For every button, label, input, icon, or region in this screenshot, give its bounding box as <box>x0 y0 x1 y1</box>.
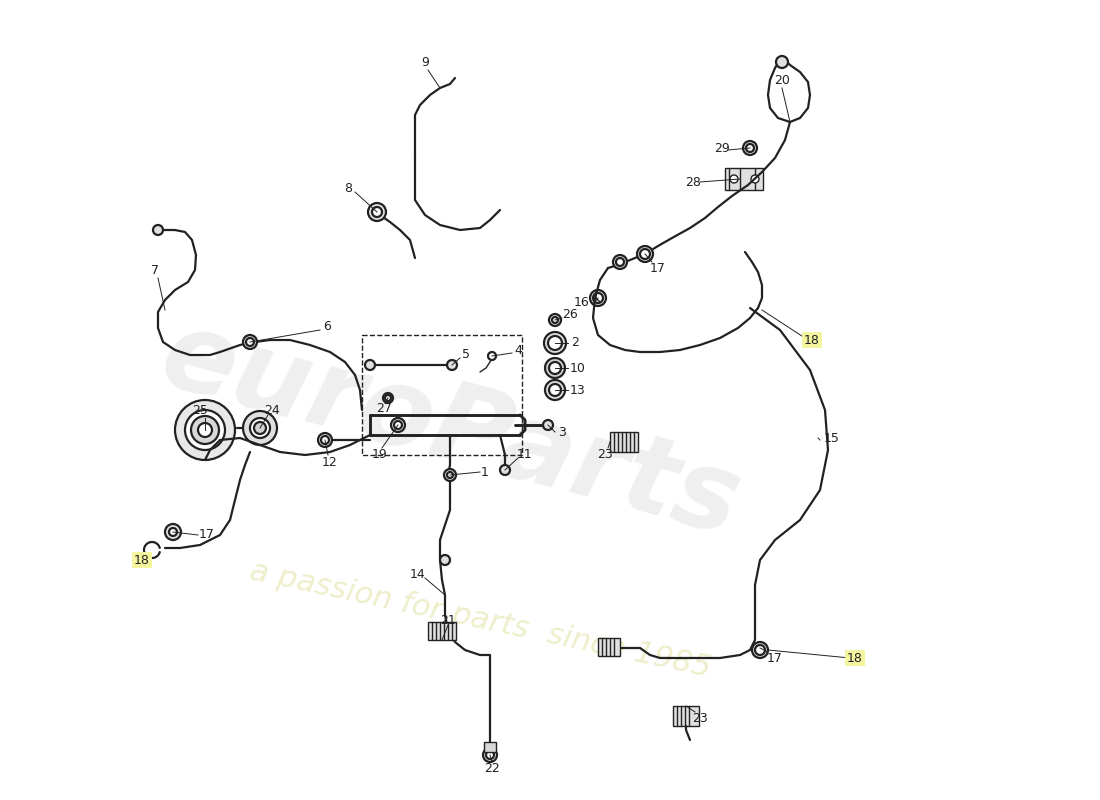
Circle shape <box>318 433 332 447</box>
Text: 20: 20 <box>774 74 790 86</box>
Circle shape <box>548 336 562 350</box>
Text: 16: 16 <box>574 295 590 309</box>
Text: 17: 17 <box>199 529 214 542</box>
Circle shape <box>383 393 393 403</box>
Circle shape <box>447 472 453 478</box>
Bar <box>484 742 496 752</box>
Bar <box>725 168 763 190</box>
Circle shape <box>483 748 497 762</box>
Circle shape <box>440 555 450 565</box>
Text: 23: 23 <box>597 449 613 462</box>
Circle shape <box>394 421 402 429</box>
Circle shape <box>321 436 329 444</box>
Text: a passion for parts  since 1985: a passion for parts since 1985 <box>246 557 713 683</box>
Circle shape <box>543 420 553 430</box>
Circle shape <box>549 362 561 374</box>
Circle shape <box>169 528 177 536</box>
Text: 2: 2 <box>571 337 579 350</box>
Circle shape <box>742 141 757 155</box>
Circle shape <box>175 400 235 460</box>
Bar <box>362 335 522 455</box>
Bar <box>598 638 620 656</box>
Circle shape <box>246 338 254 346</box>
Text: 15: 15 <box>824 431 840 445</box>
Circle shape <box>544 380 565 400</box>
Circle shape <box>444 469 456 481</box>
Circle shape <box>755 645 764 655</box>
Circle shape <box>447 360 456 370</box>
Text: 7: 7 <box>151 263 160 277</box>
Circle shape <box>368 203 386 221</box>
Circle shape <box>185 410 226 450</box>
Circle shape <box>730 175 738 183</box>
Text: 17: 17 <box>650 262 666 274</box>
Text: 28: 28 <box>685 175 701 189</box>
Circle shape <box>640 249 650 259</box>
Circle shape <box>746 144 754 152</box>
Circle shape <box>385 395 390 401</box>
Circle shape <box>776 56 788 68</box>
Text: 17: 17 <box>767 651 783 665</box>
Text: 27: 27 <box>376 402 392 414</box>
Text: 29: 29 <box>714 142 730 154</box>
Text: 9: 9 <box>421 55 429 69</box>
Circle shape <box>616 258 624 266</box>
Text: 11: 11 <box>517 449 532 462</box>
Text: 19: 19 <box>372 449 388 462</box>
Circle shape <box>250 418 270 438</box>
Circle shape <box>637 246 653 262</box>
Circle shape <box>198 423 212 437</box>
Circle shape <box>752 642 768 658</box>
Circle shape <box>593 293 603 303</box>
Circle shape <box>590 290 606 306</box>
Text: 10: 10 <box>570 362 586 374</box>
Text: 22: 22 <box>484 762 499 774</box>
Text: 18: 18 <box>847 651 862 665</box>
Text: 21: 21 <box>440 614 455 626</box>
Text: 1: 1 <box>481 466 488 478</box>
Text: 25: 25 <box>192 403 208 417</box>
Text: euroParts: euroParts <box>150 302 750 558</box>
Circle shape <box>191 416 219 444</box>
Circle shape <box>372 207 382 217</box>
Text: 23: 23 <box>692 711 708 725</box>
Text: 14: 14 <box>410 569 426 582</box>
Circle shape <box>549 384 561 396</box>
Circle shape <box>544 358 565 378</box>
Circle shape <box>549 314 561 326</box>
Circle shape <box>153 225 163 235</box>
Circle shape <box>390 418 405 432</box>
Circle shape <box>243 335 257 349</box>
Circle shape <box>365 360 375 370</box>
Circle shape <box>544 332 566 354</box>
Text: 26: 26 <box>562 309 578 322</box>
Text: 3: 3 <box>558 426 565 438</box>
Text: 6: 6 <box>323 321 331 334</box>
Circle shape <box>486 751 494 759</box>
Circle shape <box>165 524 182 540</box>
Circle shape <box>500 465 510 475</box>
Circle shape <box>552 317 558 323</box>
Text: 24: 24 <box>264 403 279 417</box>
Text: 8: 8 <box>344 182 352 194</box>
Text: 18: 18 <box>804 334 820 346</box>
Text: 4: 4 <box>514 343 521 357</box>
Text: 12: 12 <box>322 455 338 469</box>
Bar <box>673 706 698 726</box>
Circle shape <box>488 352 496 360</box>
Text: 13: 13 <box>570 383 586 397</box>
Bar <box>610 432 638 452</box>
Text: 18: 18 <box>134 554 150 566</box>
Text: 5: 5 <box>462 349 470 362</box>
Bar <box>428 622 456 640</box>
Circle shape <box>254 422 266 434</box>
Circle shape <box>751 175 759 183</box>
Circle shape <box>243 411 277 445</box>
Circle shape <box>613 255 627 269</box>
